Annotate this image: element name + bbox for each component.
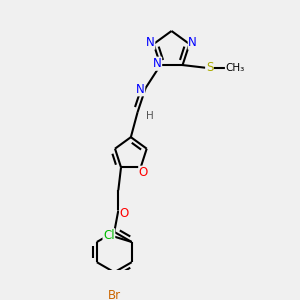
Text: N: N bbox=[146, 36, 155, 49]
Text: N: N bbox=[136, 83, 145, 96]
Text: O: O bbox=[139, 166, 148, 179]
Text: N: N bbox=[153, 57, 162, 70]
Text: S: S bbox=[206, 61, 213, 74]
Text: N: N bbox=[188, 36, 197, 49]
Text: O: O bbox=[120, 207, 129, 220]
Text: H: H bbox=[146, 111, 154, 121]
Text: CH₃: CH₃ bbox=[225, 63, 245, 73]
Text: Cl: Cl bbox=[103, 229, 115, 242]
Text: Br: Br bbox=[108, 289, 121, 300]
